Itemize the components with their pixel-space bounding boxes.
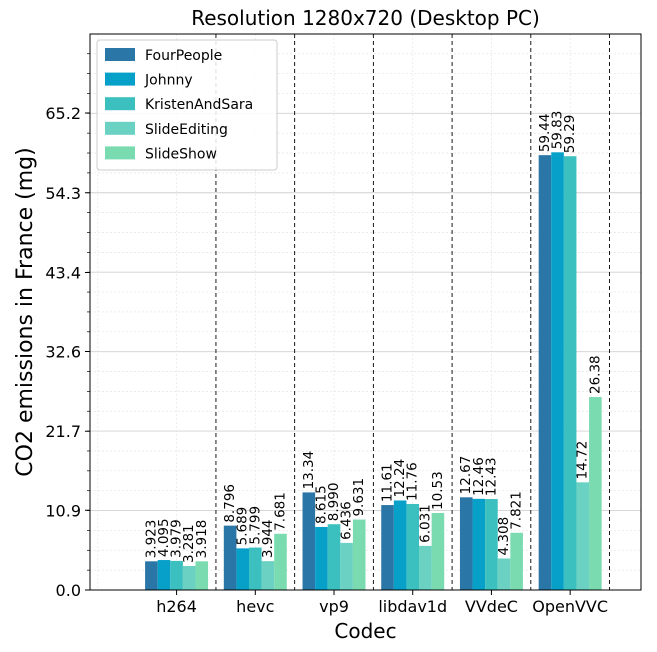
bar-SlideEditing-libdav1d xyxy=(419,545,432,590)
bar-value-label: 11.61 xyxy=(380,463,396,502)
bar-value-labels: 3.923 8.796 13.34 11.61 12.67 59.44 4.095 5.689… xyxy=(143,111,603,563)
x-axis-ticks: h264 hevc vp9 libdav1d VVdeC OpenVVC xyxy=(156,590,608,616)
legend-label: SlideShow xyxy=(145,146,217,162)
bar-KristenAndSara-hevc xyxy=(249,547,262,590)
bar-Johnny-VVdeC xyxy=(472,498,486,590)
legend-label: KristenAndSara xyxy=(145,97,253,113)
legend-swatch xyxy=(105,48,135,61)
bar-value-label: 5.689 xyxy=(235,507,251,546)
bar-value-label: 59.83 xyxy=(550,111,566,150)
y-tick-label: 21.7 xyxy=(45,422,81,441)
legend-label: Johnny xyxy=(144,73,193,89)
bar-SlideShow-VVdeC xyxy=(510,532,523,590)
y-tick-label: 10.9 xyxy=(45,501,81,520)
chart-title: Resolution 1280x720 (Desktop PC) xyxy=(191,6,540,30)
bar-value-label: 12.67 xyxy=(458,456,474,495)
bar-FourPeople-libdav1d xyxy=(381,505,394,590)
bar-value-label: 13.34 xyxy=(301,451,317,490)
bar-Johnny-libdav1d xyxy=(393,500,407,590)
x-tick-label: libdav1d xyxy=(378,597,447,616)
bar-SlideEditing-h264 xyxy=(182,565,196,590)
bar-value-label: 9.631 xyxy=(351,478,367,517)
bar-value-label: 3.923 xyxy=(143,520,159,559)
y-tick-label: 54.3 xyxy=(45,184,81,203)
x-tick-label: VVdeC xyxy=(465,597,518,616)
legend-swatch xyxy=(105,146,135,160)
bar-SlideShow-h264 xyxy=(195,561,209,590)
bar-value-label: 5.799 xyxy=(247,506,263,545)
bar-Johnny-hevc xyxy=(236,548,250,590)
x-tick-label: h264 xyxy=(156,597,197,616)
bar-value-label: 3.979 xyxy=(169,519,185,558)
bar-KristenAndSara-OpenVVC xyxy=(563,156,577,591)
bar-value-label: 3.281 xyxy=(181,524,197,563)
legend-swatch xyxy=(105,97,135,111)
bar-Johnny-vp9 xyxy=(315,526,328,590)
bar-value-label: 12.43 xyxy=(483,457,499,496)
legend-box xyxy=(96,39,278,171)
bar-FourPeople-h264 xyxy=(145,561,158,590)
bar-SlideShow-hevc xyxy=(274,533,287,590)
legend-swatch xyxy=(105,121,135,135)
legend-label: SlideEditing xyxy=(145,122,228,138)
y-axis-label: CO2 emissions in France (mg) xyxy=(13,147,38,476)
bar-FourPeople-vp9 xyxy=(302,492,316,590)
bar-value-label: 14.72 xyxy=(575,441,591,480)
bar-value-label: 59.29 xyxy=(562,115,578,154)
bar-value-label: 12.46 xyxy=(471,457,487,496)
bar-value-label: 12.24 xyxy=(392,459,408,498)
bar-SlideEditing-OpenVVC xyxy=(576,482,590,590)
bar-value-label: 3.944 xyxy=(260,519,276,558)
bar-value-label: 11.76 xyxy=(405,462,421,501)
bar-value-label: 8.796 xyxy=(222,484,238,523)
bar-Johnny-h264 xyxy=(157,560,171,590)
bar-SlideEditing-hevc xyxy=(261,561,275,590)
bar-value-label: 8.990 xyxy=(326,483,342,522)
bar-value-label: 26.38 xyxy=(587,355,603,394)
bar-FourPeople-VVdeC xyxy=(459,497,473,590)
bar-SlideShow-OpenVVC xyxy=(589,397,602,590)
bar-KristenAndSara-VVdeC xyxy=(485,499,498,590)
legend-label: FourPeople xyxy=(145,48,222,64)
bar-value-label: 6.031 xyxy=(417,504,433,543)
y-tick-label: 65.2 xyxy=(45,104,81,123)
x-tick-label: vp9 xyxy=(319,597,349,616)
bar-value-label: 10.53 xyxy=(430,471,446,510)
bar-value-label: 4.095 xyxy=(156,518,172,557)
bars xyxy=(145,152,602,591)
legend: FourPeople Johnny KristenAndSara SlideEditi… xyxy=(96,39,278,171)
bar-SlideShow-vp9 xyxy=(352,519,366,590)
bar-value-label: 59.44 xyxy=(537,113,553,152)
x-tick-label: hevc xyxy=(236,597,274,616)
bar-FourPeople-hevc xyxy=(223,525,237,590)
bar-Johnny-OpenVVC xyxy=(551,152,564,590)
bar-FourPeople-OpenVVC xyxy=(538,155,552,590)
bar-KristenAndSara-libdav1d xyxy=(406,503,420,590)
x-tick-label: OpenVVC xyxy=(532,597,608,616)
bar-SlideEditing-vp9 xyxy=(340,542,353,590)
legend-swatch xyxy=(105,72,135,86)
bar-KristenAndSara-h264 xyxy=(170,560,183,590)
y-tick-label: 0.0 xyxy=(56,581,81,600)
y-axis-ticks: 0.0 10.9 21.7 32.6 43.4 54.3 65.2 xyxy=(45,53,90,600)
bar-SlideShow-libdav1d xyxy=(431,512,445,590)
y-tick-label: 43.4 xyxy=(45,263,81,282)
bar-KristenAndSara-vp9 xyxy=(327,524,341,590)
bar-value-label: 7.681 xyxy=(272,492,288,531)
bar-SlideEditing-VVdeC xyxy=(497,558,511,590)
y-tick-label: 32.6 xyxy=(45,343,81,362)
bar-value-label: 4.308 xyxy=(496,517,512,556)
x-axis-label: Codec xyxy=(334,619,396,643)
bar-value-label: 6.436 xyxy=(339,501,355,540)
bar-value-label: 3.918 xyxy=(194,520,210,559)
bar-value-label: 8.615 xyxy=(313,485,329,524)
bar-value-label: 7.821 xyxy=(509,491,525,530)
